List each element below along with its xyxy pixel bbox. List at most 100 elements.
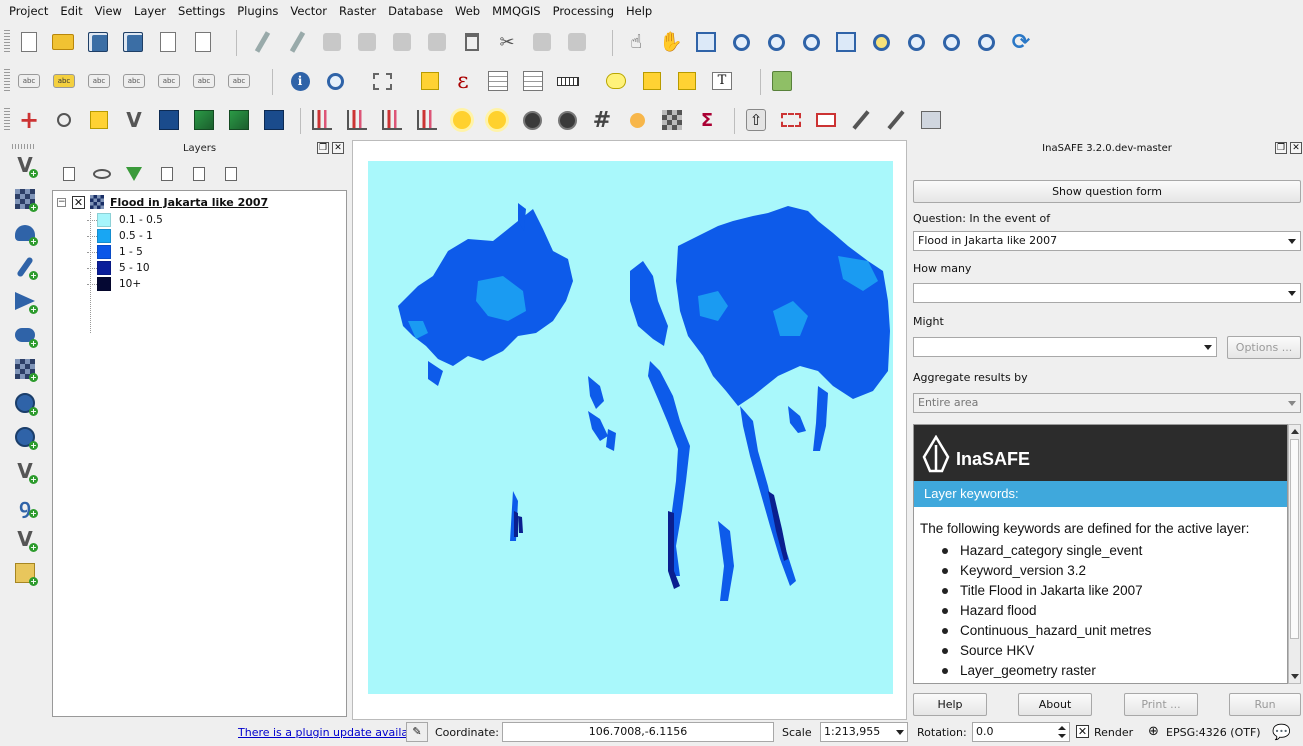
filter-legend-icon[interactable] [122,162,146,186]
quick-wand-icon[interactable] [884,108,908,132]
menu-help[interactable]: Help [626,4,653,18]
run-feature-action-icon[interactable] [323,69,347,93]
map-tips-icon[interactable] [604,69,628,93]
refresh-icon[interactable]: ⟳ [1011,29,1031,55]
add-vector-layer-icon[interactable]: V + [17,153,38,178]
select-by-expression-icon[interactable]: ε [457,68,469,94]
statistical-summary-icon[interactable] [521,69,545,93]
toolbar-grip[interactable] [4,69,10,93]
current-edits-icon[interactable] [250,30,274,54]
impact-function-select[interactable] [913,337,1217,357]
zonal-statistics-icon[interactable]: Σ [700,109,714,131]
raster-edit-icon[interactable] [262,108,286,132]
pan-to-selection-icon[interactable] [694,30,718,54]
add-wcs-layer-icon[interactable]: + [12,424,38,450]
osm-download-icon[interactable] [625,108,649,132]
scale-select[interactable]: 1:213,955 [820,722,908,742]
raster-calculator-icon[interactable] [157,108,181,132]
close-icon[interactable]: ✕ [332,142,344,154]
new-print-composer-icon[interactable] [156,30,180,54]
map-canvas[interactable] [352,140,907,720]
increase-brightness-icon[interactable] [450,108,474,132]
layer-labeling-icon[interactable]: abc [52,69,76,93]
reproject-raster-icon[interactable] [192,108,216,132]
cut-features-icon[interactable]: ✂ [499,31,515,53]
inasafe-keywords-icon[interactable] [555,108,579,132]
options-button[interactable]: Options ... [1227,336,1301,359]
toggle-extents-icon[interactable]: ✎ [406,722,428,742]
crs-globe-icon[interactable]: ⊕ [1148,724,1159,739]
menu-raster[interactable]: Raster [339,4,377,18]
histogram-stretch-icon[interactable] [310,108,334,132]
copy-features-icon[interactable] [530,30,554,54]
add-delimited-text-icon[interactable]: ꝯ + [19,493,38,518]
zoom-out-icon[interactable] [764,30,788,54]
menu-edit[interactable]: Edit [60,4,83,18]
add-node-icon[interactable] [52,108,76,132]
exposure-select[interactable] [913,283,1301,303]
zoom-next-icon[interactable] [974,30,998,54]
spin-down-icon[interactable] [1058,734,1066,738]
add-mssql-layer-icon[interactable]: + [12,288,38,314]
zoom-native-resolution-icon[interactable] [799,30,823,54]
scroll-up-icon[interactable] [1291,429,1299,434]
menu-settings[interactable]: Settings [178,4,226,18]
add-oracle-layer-icon[interactable]: + [12,356,38,382]
coordinate-input[interactable]: 106.7008,-6.1156 [502,722,774,742]
keywords-scrollbar[interactable] [1288,424,1301,684]
add-wfs-layer-icon[interactable]: V + [17,459,38,484]
add-feature-icon[interactable] [355,30,379,54]
layer-row[interactable]: − ✕ Flood in Jakarta like 2007 [57,194,268,210]
messages-icon[interactable]: 💬 [1272,723,1291,741]
label-tool-icon[interactable]: abc [17,69,41,93]
hazard-select[interactable]: Flood in Jakarta like 2007 [913,231,1301,251]
pin-labels-icon[interactable]: abc [87,69,111,93]
delete-selected-icon[interactable] [460,30,484,54]
new-project-icon[interactable] [17,30,41,54]
add-spatialite-layer-icon[interactable]: + [12,254,38,280]
text-annotation-icon[interactable]: T [710,69,734,93]
add-tile-layer-icon[interactable]: + [12,560,38,586]
crs-status[interactable]: EPSG:4326 (OTF) [1166,726,1261,739]
decrease-brightness-icon[interactable] [485,108,509,132]
contour-icon[interactable] [227,108,251,132]
render-checkbox[interactable]: ✕ [1076,725,1089,738]
menu-web[interactable]: Web [455,4,481,18]
show-question-form-button[interactable]: Show question form [913,180,1301,203]
magic-wand-icon[interactable] [849,108,873,132]
menu-database[interactable]: Database [388,4,444,18]
local-histogram-icon[interactable] [345,108,369,132]
menu-project[interactable]: Project [9,4,49,18]
menu-view[interactable]: View [94,4,122,18]
report-icon[interactable] [919,108,943,132]
save-project-icon[interactable] [86,30,110,54]
open-project-icon[interactable] [51,30,75,54]
menu-layer[interactable]: Layer [133,4,167,18]
scroll-thumb[interactable] [1290,439,1299,639]
georeferencer-icon[interactable]: + [18,106,40,134]
toolbar-grip[interactable] [4,30,10,54]
remove-layer-icon[interactable] [219,162,243,186]
collapse-icon[interactable]: − [57,196,66,207]
zoom-last-icon[interactable] [939,30,963,54]
collapse-all-icon[interactable] [187,162,211,186]
close-icon[interactable]: ✕ [1290,142,1302,154]
plugin-map-icon[interactable] [770,69,794,93]
offset-icon[interactable] [87,108,111,132]
add-db2-layer-icon[interactable]: + [12,322,38,348]
node-tool-icon[interactable] [425,30,449,54]
menu-processing[interactable]: Processing [552,4,615,18]
undock-icon[interactable]: ❐ [317,142,329,154]
about-button[interactable]: About [1018,693,1092,716]
rotation-spinbox[interactable]: 0.0 [972,722,1070,742]
styling-icon[interactable] [57,162,81,186]
extent-selector-icon[interactable] [779,108,803,132]
extent-clear-icon[interactable] [814,108,838,132]
deselect-features-icon[interactable] [418,69,442,93]
manage-visibility-icon[interactable] [90,162,114,186]
zoom-to-layer-icon[interactable] [904,30,928,54]
toolbar-grip[interactable] [12,144,36,149]
grid-tool-icon[interactable]: # [592,107,612,133]
save-as-icon[interactable] [121,30,145,54]
show-bookmarks-icon[interactable] [675,69,699,93]
